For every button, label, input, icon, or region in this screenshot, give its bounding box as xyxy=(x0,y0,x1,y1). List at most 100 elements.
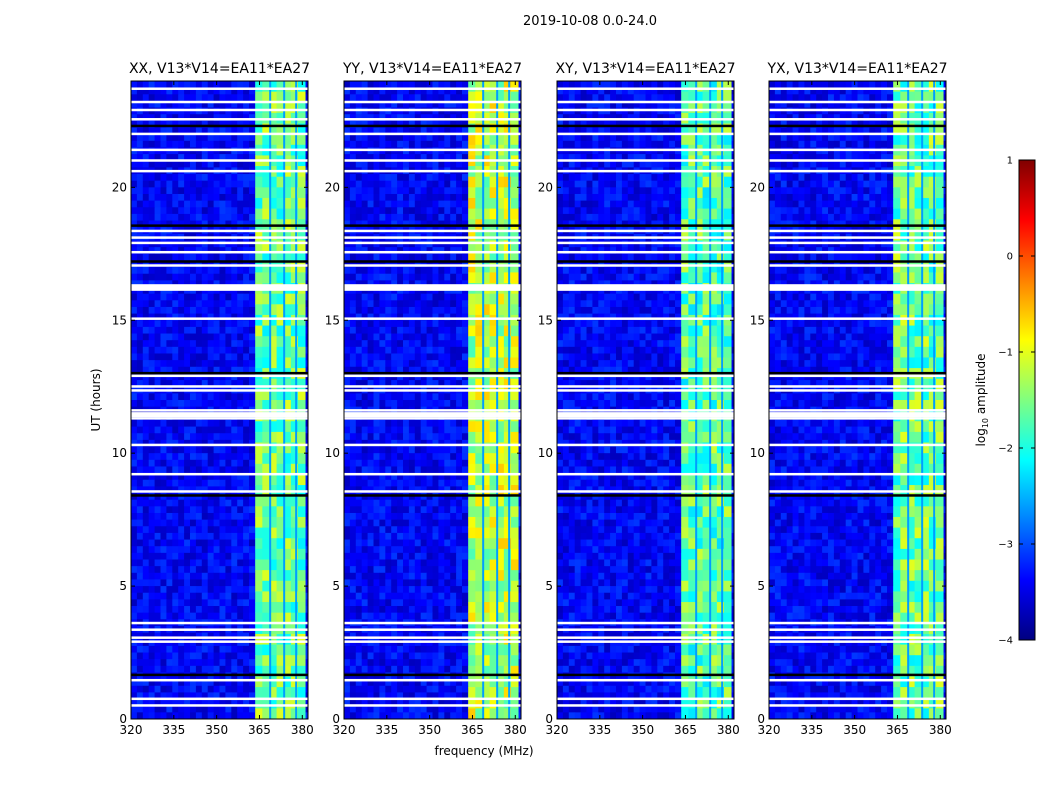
heatmap-cell xyxy=(161,653,167,660)
heatmap-cell xyxy=(374,267,380,274)
heatmap-cell xyxy=(184,187,190,194)
heatmap-cell xyxy=(166,460,172,467)
heatmap-cell xyxy=(344,420,350,427)
heatmap-cell xyxy=(362,294,368,301)
heatmap-band-cell xyxy=(277,538,285,549)
heatmap-cell xyxy=(143,706,149,713)
heatmap-cell xyxy=(362,267,368,274)
heatmap-band-cell xyxy=(277,517,285,528)
heatmap-cell xyxy=(190,453,196,460)
heatmap-cell xyxy=(184,134,190,141)
heatmap-cell xyxy=(166,307,172,314)
heatmap-cell xyxy=(196,453,202,460)
heatmap-cell xyxy=(166,433,172,440)
heatmap-cell xyxy=(450,334,456,341)
heatmap-cell xyxy=(444,161,450,168)
heatmap-cell xyxy=(350,353,356,360)
heatmap-cell xyxy=(231,320,237,327)
heatmap-cell xyxy=(208,300,214,307)
heatmap-cell xyxy=(149,513,155,520)
heatmap-cell xyxy=(374,420,380,427)
heatmap-cell xyxy=(178,181,184,188)
heatmap-cell xyxy=(243,560,249,567)
heatmap-cell xyxy=(161,393,167,400)
heatmap-cell xyxy=(225,613,231,620)
heatmap-cell xyxy=(155,513,161,520)
heatmap-cell xyxy=(172,174,178,181)
heatmap-cell xyxy=(155,300,161,307)
heatmap-cell xyxy=(368,420,374,427)
heatmap-cell xyxy=(433,300,439,307)
heatmap-cell xyxy=(149,586,155,593)
heatmap-cell xyxy=(249,427,255,434)
heatmap-cell xyxy=(155,334,161,341)
heatmap-cell xyxy=(143,307,149,314)
heatmap-band-cell xyxy=(255,326,263,337)
heatmap-cell xyxy=(143,447,149,454)
heatmap-cell xyxy=(143,187,149,194)
heatmap-cell xyxy=(143,334,149,341)
heatmap-cell xyxy=(184,560,190,567)
heatmap-cell xyxy=(202,586,208,593)
heatmap-band-cell xyxy=(291,134,299,145)
heatmap-cell xyxy=(196,540,202,547)
heatmap-cell xyxy=(368,340,374,347)
heatmap-cell xyxy=(149,393,155,400)
heatmap-cell xyxy=(149,307,155,314)
heatmap-cell xyxy=(403,400,409,407)
heatmap-cell xyxy=(462,207,468,214)
heatmap-cell xyxy=(208,274,214,281)
heatmap-cell xyxy=(368,81,374,88)
heatmap-cell xyxy=(137,347,143,354)
heatmap-cell xyxy=(433,347,439,354)
heatmap-cell xyxy=(184,686,190,693)
heatmap-cell xyxy=(196,400,202,407)
heatmap-cell xyxy=(143,599,149,606)
heatmap-cell xyxy=(421,427,427,434)
heatmap-cell xyxy=(243,174,249,181)
heatmap-cell xyxy=(397,400,403,407)
heatmap-cell xyxy=(208,427,214,434)
heatmap-cell xyxy=(166,181,172,188)
heatmap-band-cell xyxy=(291,421,299,432)
heatmap-cell xyxy=(143,427,149,434)
heatmap-cell xyxy=(220,500,226,507)
heatmap-cell xyxy=(409,360,415,367)
heatmap-cell xyxy=(178,646,184,653)
heatmap-cell xyxy=(137,181,143,188)
heatmap-cell xyxy=(196,579,202,586)
heatmap-cell xyxy=(415,294,421,301)
heatmap-cell xyxy=(231,353,237,360)
heatmap-cell xyxy=(374,320,380,327)
heatmap-cell xyxy=(438,360,444,367)
heatmap-cell xyxy=(155,393,161,400)
heatmap-cell xyxy=(178,500,184,507)
heatmap-cell xyxy=(391,307,397,314)
heatmap-cell xyxy=(249,141,255,148)
heatmap-cell xyxy=(166,666,172,673)
heatmap-cell xyxy=(143,653,149,660)
heatmap-cell xyxy=(149,420,155,427)
heatmap-cell xyxy=(178,254,184,261)
heatmap-cell xyxy=(237,540,243,547)
heatmap-cell xyxy=(196,599,202,606)
heatmap-cell xyxy=(155,453,161,460)
heatmap-cell xyxy=(403,360,409,367)
heatmap-cell xyxy=(249,480,255,487)
x-tick-label: 380 xyxy=(291,723,314,737)
heatmap-cell xyxy=(161,460,167,467)
heatmap-cell xyxy=(403,353,409,360)
heatmap-cell xyxy=(184,201,190,208)
heatmap-cell xyxy=(438,334,444,341)
heatmap-cell xyxy=(415,347,421,354)
heatmap-cell xyxy=(225,646,231,653)
heatmap-cell xyxy=(220,447,226,454)
heatmap-cell xyxy=(184,646,190,653)
heatmap-cell xyxy=(385,214,391,221)
heatmap-cell xyxy=(208,526,214,533)
heatmap-cell xyxy=(172,606,178,613)
heatmap-cell xyxy=(190,194,196,201)
heatmap-cell xyxy=(379,201,385,208)
heatmap-band-cell xyxy=(298,496,306,507)
heatmap-cell xyxy=(403,320,409,327)
